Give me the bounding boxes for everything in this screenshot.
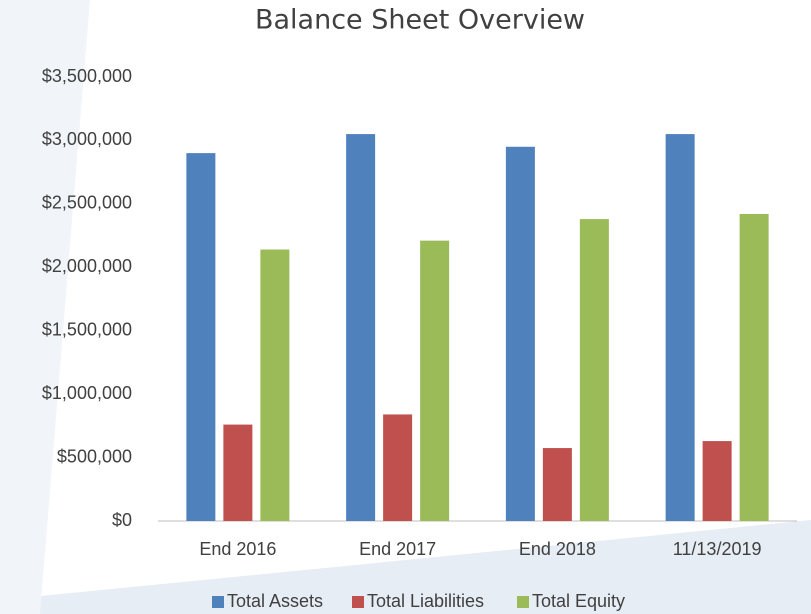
bar xyxy=(702,441,732,521)
y-tick-label: $0 xyxy=(112,510,132,530)
bar xyxy=(186,153,216,521)
y-tick-label: $500,000 xyxy=(57,446,132,466)
legend-label: Total Assets xyxy=(227,591,323,611)
x-tick-label: End 2018 xyxy=(519,539,596,559)
legend-swatch xyxy=(517,596,529,608)
legend-label: Total Liabilities xyxy=(367,591,484,611)
bar xyxy=(739,214,769,521)
legend-label: Total Equity xyxy=(532,591,625,611)
bar xyxy=(383,414,413,521)
bar xyxy=(579,219,609,521)
legend-swatch xyxy=(352,596,364,608)
bar xyxy=(346,134,376,522)
x-tick-label: End 2017 xyxy=(359,539,436,559)
y-tick-label: $2,000,000 xyxy=(42,256,132,276)
x-tick-label: 11/13/2019 xyxy=(673,539,762,559)
bar xyxy=(665,134,695,522)
legend-swatch xyxy=(212,596,224,608)
y-tick-label: $3,500,000 xyxy=(42,66,132,86)
bar xyxy=(260,249,290,522)
y-tick-label: $2,500,000 xyxy=(42,193,132,213)
bar xyxy=(542,448,572,521)
background-shape xyxy=(0,520,811,614)
y-tick-label: $1,000,000 xyxy=(42,383,132,403)
chart-title: Balance Sheet Overview xyxy=(255,5,585,36)
y-tick-label: $1,500,000 xyxy=(42,319,132,339)
background-shape xyxy=(0,0,90,614)
bar xyxy=(223,424,253,521)
bar xyxy=(420,240,450,521)
bar xyxy=(505,146,535,521)
y-tick-label: $3,000,000 xyxy=(42,129,132,149)
x-tick-label: End 2016 xyxy=(199,539,276,559)
